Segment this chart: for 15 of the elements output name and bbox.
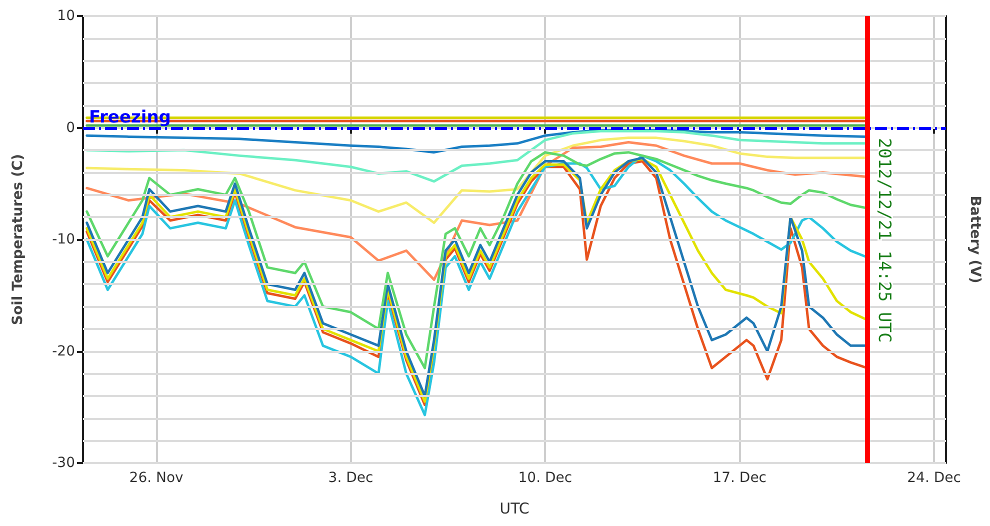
y-tick-label: 0 [66,120,75,136]
ref-line-label: Freezing [89,107,171,128]
y2-axis-title: Battery (V) [967,196,983,284]
x-tick-label: 10. Dec [518,470,572,486]
x-tick-label: 26. Nov [129,470,184,486]
y-tick-label: 10 [57,8,75,24]
y-axis-title: Soil Temperatures (C) [10,154,26,326]
ref-line-label: 2012/12/21 14:25 UTC [874,138,894,343]
y-tick-label: -10 [52,232,75,248]
x-tick-label: 3. Dec [328,470,374,486]
x-tick-label: 24. Dec [907,470,961,486]
y-tick-label: -20 [52,343,75,360]
x-axis-title: UTC [500,500,530,518]
y-tick-label: -30 [52,455,75,471]
x-tick-label: 17. Dec [712,470,767,486]
